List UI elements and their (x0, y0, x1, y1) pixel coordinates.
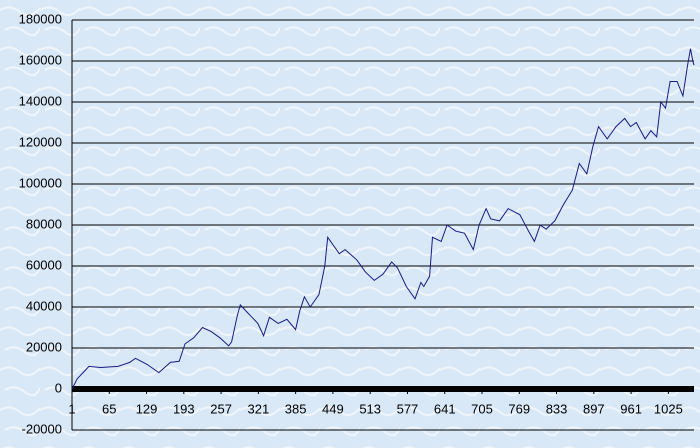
y-tick-label: 80000 (26, 216, 62, 231)
x-tick-label: 897 (583, 401, 605, 416)
x-tick-label: 65 (102, 401, 116, 416)
x-tick-label: 193 (173, 401, 195, 416)
y-tick-label: 140000 (19, 93, 62, 108)
x-tick-label: 321 (248, 401, 270, 416)
x-tick-label: 1 (68, 401, 75, 416)
y-tick-label: 40000 (26, 298, 62, 313)
x-tick-label: 513 (359, 401, 381, 416)
x-tick-label: 961 (620, 401, 642, 416)
y-tick-label: 20000 (26, 339, 62, 354)
x-tick-label: 1025 (654, 401, 683, 416)
x-tick-label: 449 (322, 401, 344, 416)
x-tick-label: 769 (508, 401, 530, 416)
x-tick-label: 577 (397, 401, 419, 416)
x-tick-label: 129 (136, 401, 158, 416)
y-tick-label: 180000 (19, 11, 62, 26)
y-tick-label: 160000 (19, 52, 62, 67)
y-tick-label: 60000 (26, 257, 62, 272)
x-tick-label: 385 (285, 401, 307, 416)
x-tick-label: 705 (471, 401, 493, 416)
y-tick-label: 120000 (19, 134, 62, 149)
x-tick-label: 257 (210, 401, 232, 416)
y-tick-label: -20000 (22, 421, 62, 436)
y-tick-label: 0 (55, 380, 62, 395)
x-tick-label: 641 (434, 401, 456, 416)
y-tick-label: 100000 (19, 175, 62, 190)
x-tick-label: 833 (546, 401, 568, 416)
data-line (71, 48, 695, 390)
